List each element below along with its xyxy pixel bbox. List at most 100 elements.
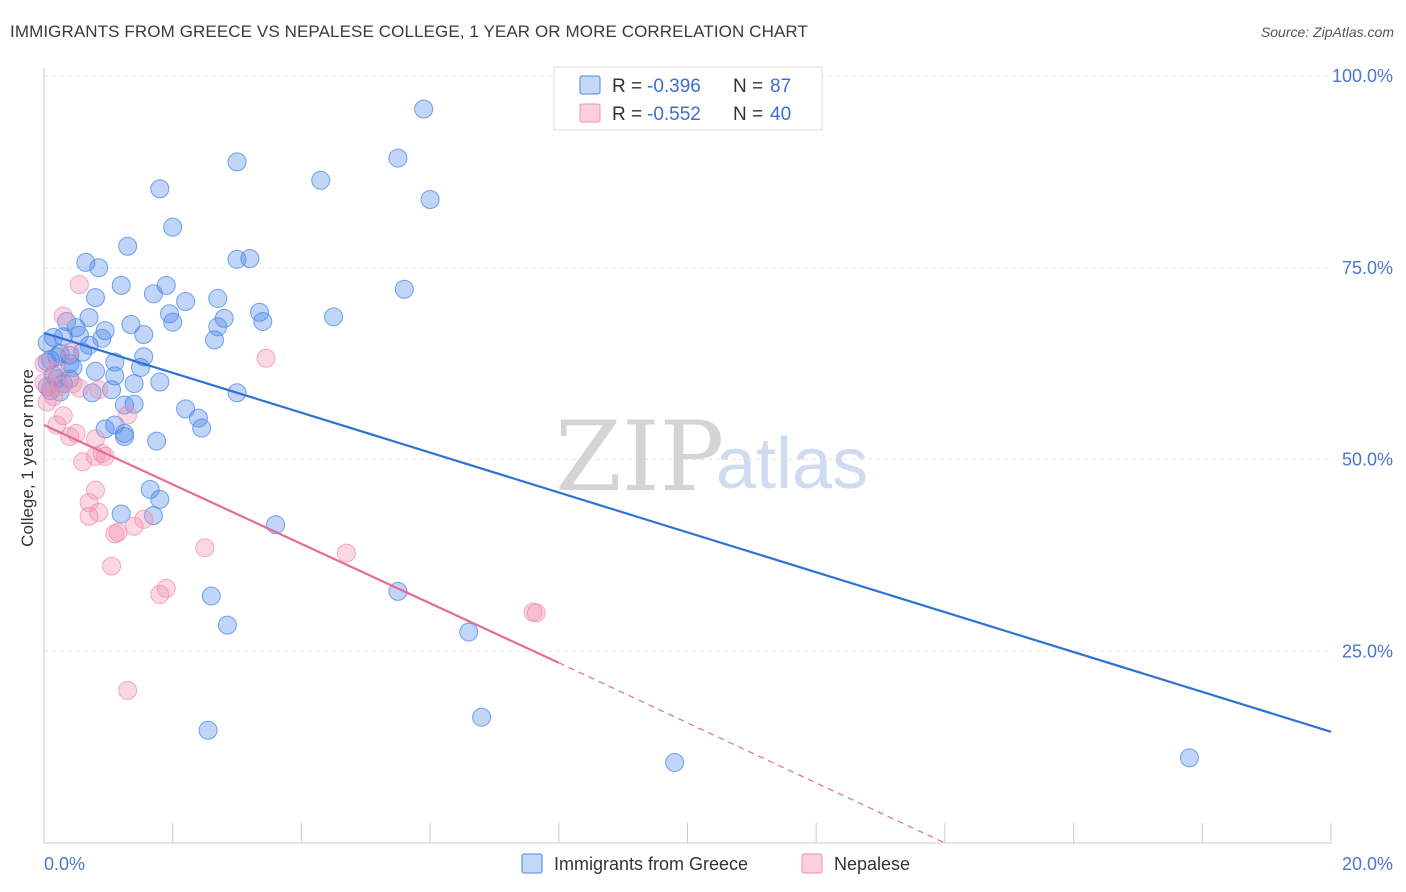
data-point-nepalese xyxy=(85,480,105,500)
series-nepalese-points xyxy=(34,275,546,700)
bottom-legend: Immigrants from Greece Nepalese xyxy=(521,853,910,874)
data-point-greece xyxy=(76,252,96,272)
data-point-nepalese xyxy=(79,492,99,512)
y-tick-labels: 25.0% 50.0% 75.0% 100.0% xyxy=(1332,66,1393,661)
source-credit: Source: ZipAtlas.com xyxy=(1260,24,1394,40)
data-point-nepalese xyxy=(53,406,73,426)
data-point-greece xyxy=(240,249,260,269)
data-point-greece xyxy=(176,291,196,311)
data-point-greece xyxy=(111,504,131,524)
data-point-greece xyxy=(111,275,131,295)
data-point-greece xyxy=(176,399,196,419)
data-point-nepalese xyxy=(73,452,93,472)
trend-line-greece xyxy=(43,331,1332,733)
y-tick-label: 50.0% xyxy=(1342,450,1393,470)
trend-line-nepalese xyxy=(43,423,560,664)
data-point-greece xyxy=(163,312,183,332)
data-point-greece xyxy=(208,288,228,308)
data-point-greece xyxy=(73,342,93,362)
data-point-nepalese xyxy=(526,603,546,623)
data-point-greece xyxy=(66,318,86,338)
y-tick-label: 25.0% xyxy=(1342,641,1393,661)
data-point-greece xyxy=(140,479,160,499)
data-point-nepalese xyxy=(60,342,80,362)
data-point-nepalese xyxy=(44,387,64,407)
legend-swatch-greece xyxy=(579,75,601,95)
data-point-greece xyxy=(114,426,134,446)
data-point-nepalese xyxy=(102,556,122,576)
y-tick-label: 75.0% xyxy=(1342,258,1393,278)
data-point-greece xyxy=(163,217,183,237)
data-point-greece xyxy=(134,347,154,367)
data-point-greece xyxy=(134,324,154,344)
data-point-greece xyxy=(217,615,237,635)
legend-r-label-greece: R = xyxy=(612,76,642,97)
x-tick-label-min: 0.0% xyxy=(44,854,85,874)
axes xyxy=(43,68,1332,844)
legend-swatch-nepalese xyxy=(579,103,601,123)
data-point-greece xyxy=(63,357,83,377)
legend-r-value-greece: -0.396 xyxy=(647,76,701,97)
data-point-greece xyxy=(102,380,122,400)
data-point-greece xyxy=(95,321,115,341)
data-point-greece xyxy=(89,258,109,278)
data-point-nepalese xyxy=(69,378,89,398)
data-point-greece xyxy=(253,311,273,331)
x-tick-labels: 0.0% 20.0% xyxy=(44,854,1393,874)
bottom-legend-swatch-greece xyxy=(521,853,543,874)
data-point-greece xyxy=(124,374,144,394)
legend-n-label-nepalese: N = xyxy=(733,104,763,125)
legend-r-label-nepalese: R = xyxy=(612,104,642,125)
data-point-greece xyxy=(205,330,225,350)
data-point-greece xyxy=(1179,748,1199,768)
data-point-greece xyxy=(192,418,212,438)
watermark-atlas: atlas xyxy=(716,424,868,504)
data-point-nepalese xyxy=(195,538,215,558)
data-point-nepalese xyxy=(47,361,67,381)
data-point-greece xyxy=(150,372,170,392)
data-point-greece xyxy=(85,288,105,308)
data-point-nepalese xyxy=(69,275,89,295)
data-point-greece xyxy=(95,419,115,439)
data-point-greece xyxy=(324,307,344,327)
legend: R = -0.396 N = 87 R = -0.552 N = 40 xyxy=(553,66,823,131)
data-point-greece xyxy=(147,431,167,451)
data-point-nepalese xyxy=(118,405,138,425)
data-point-greece xyxy=(201,586,221,606)
data-point-greece xyxy=(459,622,479,642)
legend-r-value-nepalese: -0.552 xyxy=(647,104,701,125)
data-point-greece xyxy=(79,308,99,328)
data-point-greece xyxy=(394,279,414,299)
data-point-greece xyxy=(388,148,408,168)
data-point-greece xyxy=(105,352,125,372)
data-point-nepalese xyxy=(89,502,109,522)
data-point-nepalese xyxy=(118,680,138,700)
data-point-greece xyxy=(150,489,170,509)
data-point-nepalese xyxy=(105,524,125,544)
watermark-zip: ZIP xyxy=(555,401,724,513)
bottom-legend-swatch-nepalese xyxy=(801,853,823,874)
data-point-greece xyxy=(143,505,163,525)
trend-line-nepalese-extrapolated xyxy=(558,662,946,844)
data-point-greece xyxy=(131,357,151,377)
data-point-greece xyxy=(198,720,218,740)
legend-n-value-nepalese: 40 xyxy=(770,104,791,125)
data-point-nepalese xyxy=(89,380,109,400)
watermark: ZIP atlas xyxy=(555,401,868,513)
data-point-nepalese xyxy=(150,584,170,604)
bottom-legend-label-nepalese: Nepalese xyxy=(834,854,910,874)
x-tick-label-max: 20.0% xyxy=(1342,854,1393,874)
data-point-greece xyxy=(414,99,434,119)
data-point-greece xyxy=(57,311,77,331)
y-axis-label: College, 1 year or more xyxy=(18,369,37,547)
data-point-greece xyxy=(472,707,492,727)
data-point-greece xyxy=(311,170,331,190)
data-point-nepalese xyxy=(37,392,57,412)
data-point-greece xyxy=(420,189,440,209)
bottom-legend-label-greece: Immigrants from Greece xyxy=(554,854,748,874)
data-point-greece xyxy=(665,752,685,772)
y-tick-label: 100.0% xyxy=(1332,66,1393,86)
data-point-nepalese xyxy=(108,522,128,542)
data-point-nepalese xyxy=(79,506,99,526)
